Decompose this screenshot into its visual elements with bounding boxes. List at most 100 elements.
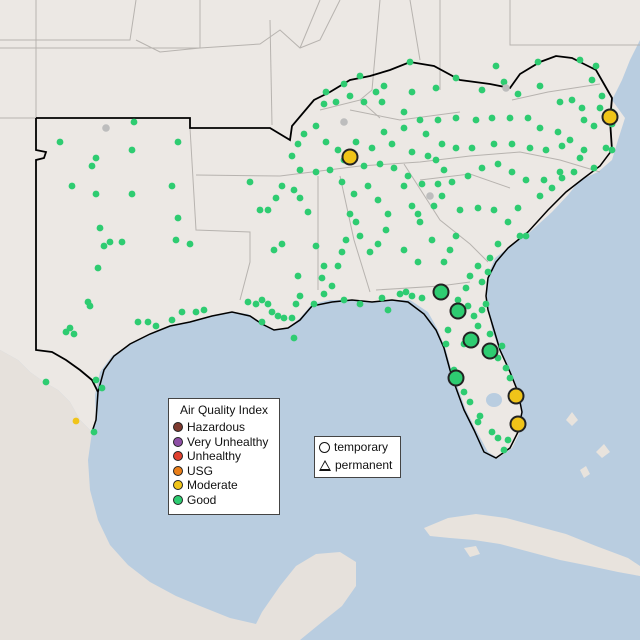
monitor-marker-good[interactable] [264, 300, 272, 308]
monitor-marker-good[interactable] [294, 140, 302, 148]
monitor-marker-good[interactable] [466, 398, 474, 406]
monitor-marker-good[interactable] [558, 142, 566, 150]
monitor-marker-good[interactable] [502, 364, 510, 372]
monitor-marker-good[interactable] [310, 300, 318, 308]
monitor-marker-good[interactable] [244, 298, 252, 306]
monitor-marker-good[interactable] [472, 116, 480, 124]
monitor-marker-good[interactable] [598, 92, 606, 100]
monitor-marker-good[interactable] [522, 176, 530, 184]
monitor-marker-good[interactable] [554, 128, 562, 136]
monitor-marker-good[interactable] [296, 166, 304, 174]
monitor-marker-good[interactable] [504, 436, 512, 444]
monitor-marker-good[interactable] [508, 168, 516, 176]
monitor-marker-good[interactable] [508, 140, 516, 148]
monitor-marker-good[interactable] [576, 154, 584, 162]
monitor-marker-good[interactable] [258, 296, 266, 304]
monitor-marker-good[interactable] [346, 210, 354, 218]
monitor-marker-good[interactable] [444, 326, 452, 334]
monitor-marker-nodata[interactable] [502, 84, 510, 92]
monitor-marker-good[interactable] [274, 312, 282, 320]
monitor-marker-good[interactable] [356, 232, 364, 240]
monitor-marker-good[interactable] [318, 274, 326, 282]
monitor-marker-good[interactable] [322, 138, 330, 146]
monitor-marker-good[interactable] [452, 74, 460, 82]
temporary-monitor-good[interactable] [449, 302, 467, 320]
monitor-marker-good[interactable] [304, 208, 312, 216]
monitor-marker-good[interactable] [556, 98, 564, 106]
monitor-marker-good[interactable] [476, 412, 484, 420]
monitor-marker-good[interactable] [42, 378, 50, 386]
monitor-marker-good[interactable] [432, 84, 440, 92]
monitor-marker-good[interactable] [292, 300, 300, 308]
monitor-marker-good[interactable] [128, 190, 136, 198]
monitor-marker-good[interactable] [338, 248, 346, 256]
monitor-marker-good[interactable] [320, 290, 328, 298]
monitor-marker-good[interactable] [300, 130, 308, 138]
temporary-monitor-moderate[interactable] [601, 108, 619, 126]
monitor-marker-good[interactable] [144, 318, 152, 326]
monitor-marker-good[interactable] [340, 296, 348, 304]
monitor-marker-good[interactable] [264, 206, 272, 214]
monitor-marker-good[interactable] [128, 146, 136, 154]
monitor-marker-good[interactable] [452, 114, 460, 122]
monitor-marker-good[interactable] [454, 296, 462, 304]
monitor-marker-good[interactable] [590, 164, 598, 172]
monitor-marker-good[interactable] [390, 164, 398, 172]
monitor-marker-good[interactable] [352, 138, 360, 146]
monitor-marker-good[interactable] [464, 172, 472, 180]
monitor-marker-good[interactable] [278, 240, 286, 248]
temporary-monitor-moderate[interactable] [507, 387, 525, 405]
monitor-marker-good[interactable] [256, 206, 264, 214]
monitor-marker-good[interactable] [486, 330, 494, 338]
monitor-marker-good[interactable] [70, 330, 78, 338]
monitor-marker-nodata[interactable] [426, 192, 434, 200]
monitor-marker-good[interactable] [422, 130, 430, 138]
monitor-marker-good[interactable] [328, 282, 336, 290]
monitor-marker-good[interactable] [320, 262, 328, 270]
monitor-marker-good[interactable] [414, 210, 422, 218]
monitor-marker-good[interactable] [548, 184, 556, 192]
monitor-marker-good[interactable] [534, 58, 542, 66]
monitor-marker-moderate[interactable] [72, 417, 80, 425]
monitor-marker-good[interactable] [106, 238, 114, 246]
monitor-marker-good[interactable] [464, 302, 472, 310]
monitor-marker-good[interactable] [368, 144, 376, 152]
monitor-marker-good[interactable] [440, 258, 448, 266]
monitor-marker-good[interactable] [448, 178, 456, 186]
monitor-marker-good[interactable] [536, 192, 544, 200]
monitor-marker-good[interactable] [488, 114, 496, 122]
monitor-marker-good[interactable] [478, 278, 486, 286]
monitor-marker-good[interactable] [474, 204, 482, 212]
monitor-marker-good[interactable] [408, 148, 416, 156]
monitor-marker-good[interactable] [602, 144, 610, 152]
monitor-marker-good[interactable] [492, 62, 500, 70]
monitor-marker-good[interactable] [356, 72, 364, 80]
monitor-marker-good[interactable] [340, 80, 348, 88]
monitor-marker-good[interactable] [430, 202, 438, 210]
monitor-marker-good[interactable] [580, 146, 588, 154]
temporary-monitor-good[interactable] [462, 331, 480, 349]
monitor-marker-good[interactable] [478, 306, 486, 314]
monitor-marker-good[interactable] [384, 210, 392, 218]
monitor-marker-good[interactable] [470, 312, 478, 320]
monitor-marker-good[interactable] [542, 146, 550, 154]
monitor-marker-good[interactable] [590, 122, 598, 130]
monitor-marker-good[interactable] [440, 166, 448, 174]
monitor-marker-good[interactable] [98, 384, 106, 392]
monitor-marker-good[interactable] [68, 182, 76, 190]
monitor-marker-good[interactable] [592, 62, 600, 70]
monitor-marker-good[interactable] [474, 262, 482, 270]
monitor-marker-good[interactable] [388, 140, 396, 148]
monitor-marker-good[interactable] [332, 98, 340, 106]
monitor-marker-good[interactable] [514, 204, 522, 212]
monitor-marker-good[interactable] [406, 58, 414, 66]
monitor-marker-good[interactable] [378, 294, 386, 302]
monitor-marker-good[interactable] [416, 218, 424, 226]
monitor-marker-good[interactable] [326, 166, 334, 174]
monitor-marker-good[interactable] [280, 314, 288, 322]
monitor-marker-good[interactable] [408, 292, 416, 300]
monitor-marker-good[interactable] [452, 232, 460, 240]
monitor-marker-good[interactable] [484, 268, 492, 276]
